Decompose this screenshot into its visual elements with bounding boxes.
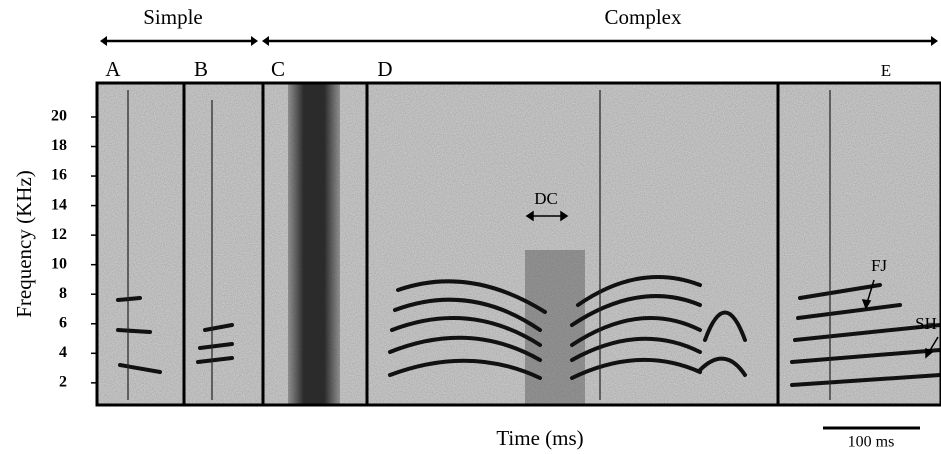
y-tick-label: 16 [51,167,67,184]
y-tick-label: 4 [59,344,67,361]
group-label: Complex [605,5,682,29]
x-axis-label: Time (ms) [496,426,583,450]
annotation: SH [915,314,937,333]
y-tick-label: 10 [51,255,67,272]
annotation: FJ [871,256,887,275]
y-tick-label: 12 [51,226,67,243]
panel-label: C [271,57,285,81]
panel-label: D [377,57,392,81]
y-tick-label: 8 [59,285,67,302]
annotation: DC [534,189,558,208]
panel-label: E [881,61,891,80]
sh-arrow [925,336,939,359]
fj-arrow [861,279,875,310]
dc-arrow [525,210,569,222]
y-tick-label: 6 [59,314,67,331]
panel-label: B [194,57,208,81]
y-tick-label: 20 [51,108,67,125]
y-tick-label: 14 [51,196,67,213]
group-label: Simple [143,5,203,29]
scale-bar-label: 100 ms [848,434,895,451]
y-axis-label: Frequency (KHz) [12,170,36,318]
y-tick-label: 2 [59,374,67,391]
panel-frame [95,81,941,407]
panel-label: A [105,57,121,81]
spectrogram [97,83,941,405]
y-tick-label: 18 [51,137,67,154]
arrow-heads [100,36,938,46]
